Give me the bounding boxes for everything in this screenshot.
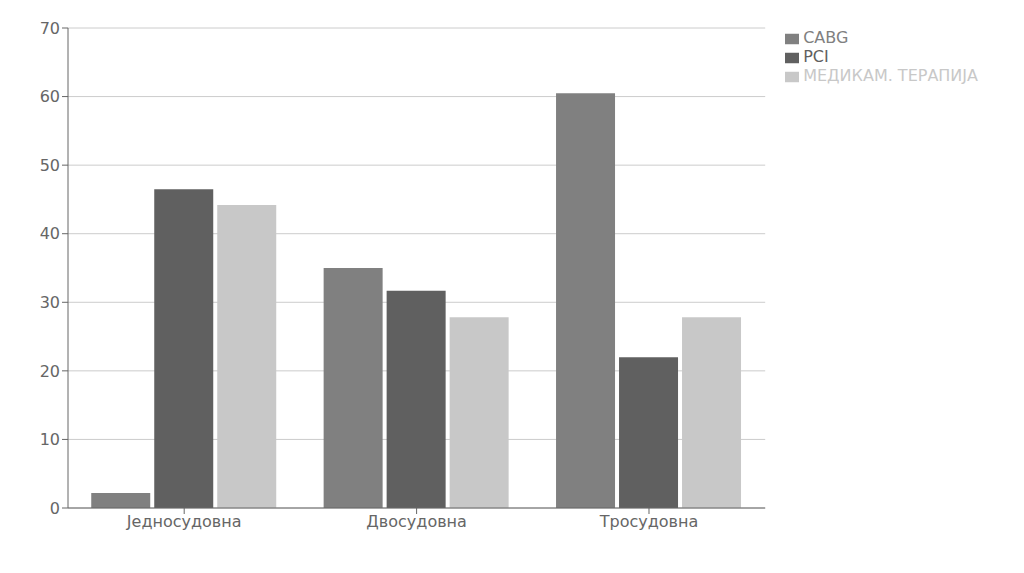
html-text:МЕДИКАМ. ТЕРАПИЈА: МЕДИКАМ. ТЕРАПИЈА — [803, 66, 978, 85]
svg-text:Двосудовна: Двосудовна — [366, 512, 467, 531]
svg-text:10: 10 — [40, 430, 60, 449]
svg-text:20: 20 — [40, 362, 60, 381]
svg-text:0: 0 — [50, 499, 60, 518]
html-text:CABG: CABG — [803, 28, 849, 47]
svg-text:70: 70 — [40, 19, 60, 38]
svg-text:Тросудовна: Тросудовна — [599, 512, 699, 531]
svg-text:Једносудовна: Једносудовна — [126, 512, 242, 531]
svg-text:60: 60 — [40, 87, 60, 106]
svg-text:40: 40 — [40, 224, 60, 243]
svg-text:30: 30 — [40, 293, 60, 312]
svg-text:50: 50 — [40, 156, 60, 175]
html-text:PCI: PCI — [803, 47, 829, 66]
